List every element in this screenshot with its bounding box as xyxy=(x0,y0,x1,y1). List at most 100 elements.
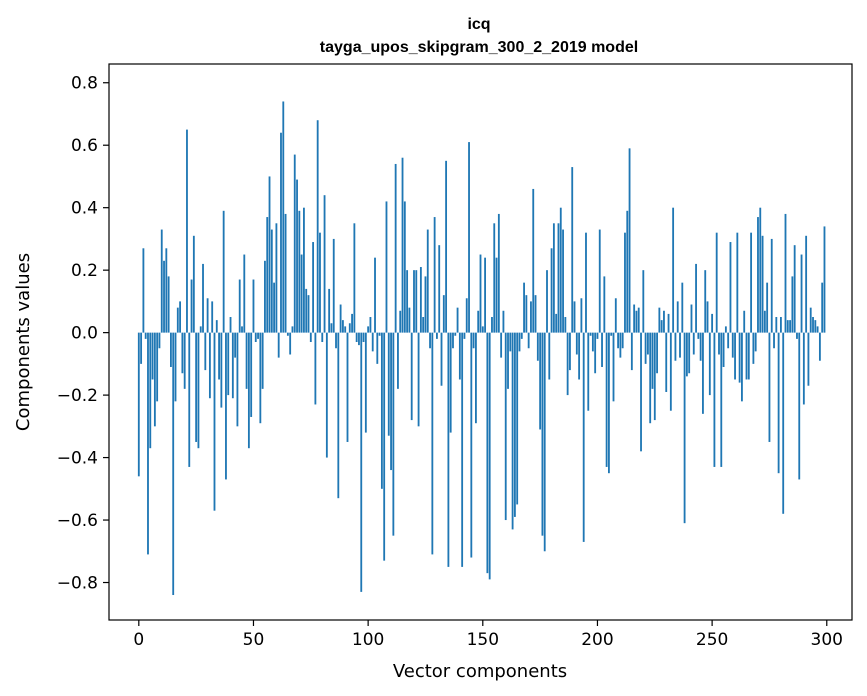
y-tick-label: 0.2 xyxy=(71,261,98,281)
bar-component-50 xyxy=(252,279,255,333)
bar-component-134 xyxy=(445,160,448,333)
bar-component-247 xyxy=(704,270,707,333)
bar-component-67 xyxy=(291,326,294,333)
bar-component-103 xyxy=(374,257,376,333)
bar-component-107 xyxy=(383,332,386,561)
bar-component-232 xyxy=(669,332,672,411)
bar-component-293 xyxy=(809,307,812,333)
bar-component-86 xyxy=(335,332,337,349)
bar-component-119 xyxy=(410,332,413,421)
bar-component-73 xyxy=(305,288,308,333)
bar-component-105 xyxy=(378,332,381,336)
bar-component-270 xyxy=(757,217,759,333)
bar-component-152 xyxy=(486,332,489,574)
x-tick-label: 0 xyxy=(133,630,144,650)
bar-component-130 xyxy=(436,332,438,339)
bar-component-205 xyxy=(608,332,610,474)
bar-component-183 xyxy=(557,223,560,333)
bar-component-5 xyxy=(149,332,152,449)
bar-component-228 xyxy=(660,320,663,333)
bar-component-91 xyxy=(346,332,349,442)
bar-component-282 xyxy=(784,213,787,333)
bar-component-23 xyxy=(190,279,193,333)
bar-component-154 xyxy=(491,317,493,333)
bar-component-0 xyxy=(137,332,140,477)
bar-component-6 xyxy=(151,332,154,380)
bar-component-164 xyxy=(513,332,516,517)
bar-component-201 xyxy=(598,229,601,333)
bar-component-165 xyxy=(516,332,519,505)
bar-component-176 xyxy=(541,332,544,536)
bar-component-13 xyxy=(167,276,170,333)
bar-component-272 xyxy=(761,235,764,333)
bar-component-261 xyxy=(736,232,739,333)
bar-component-101 xyxy=(369,317,372,333)
bar-component-1 xyxy=(140,332,143,364)
bar-component-110 xyxy=(390,332,392,471)
bar-component-85 xyxy=(332,238,335,333)
bar-component-145 xyxy=(470,332,473,558)
x-axis-label: Vector components xyxy=(393,661,567,682)
bar-component-264 xyxy=(743,310,746,333)
bar-component-108 xyxy=(385,201,388,333)
bar-component-281 xyxy=(782,332,785,514)
bar-component-182 xyxy=(555,313,558,333)
bar-component-230 xyxy=(665,332,668,392)
chart-subtitle: tayga_upos_skipgram_300_2_2019 model xyxy=(320,39,638,56)
bar-component-206 xyxy=(610,332,613,336)
bar-component-126 xyxy=(426,229,429,333)
bar-component-46 xyxy=(243,254,246,333)
bar-component-31 xyxy=(208,332,211,399)
bar-component-142 xyxy=(463,332,466,339)
chart-title: icq xyxy=(467,16,490,33)
bar-component-181 xyxy=(552,223,555,333)
bar-component-239 xyxy=(685,332,688,377)
bar-component-265 xyxy=(745,332,748,380)
bar-component-115 xyxy=(401,157,404,333)
bar-component-170 xyxy=(527,332,530,349)
bar-component-121 xyxy=(415,270,418,333)
bar-component-288 xyxy=(798,332,801,480)
bar-component-75 xyxy=(309,332,312,342)
bar-component-156 xyxy=(495,257,498,333)
bar-component-166 xyxy=(518,332,521,352)
bar-component-61 xyxy=(277,332,280,358)
bar-component-190 xyxy=(573,301,576,333)
bar-component-271 xyxy=(759,207,762,333)
bar-component-32 xyxy=(211,301,214,333)
bar-component-81 xyxy=(323,195,326,333)
bar-component-266 xyxy=(747,332,750,380)
bar-component-159 xyxy=(502,310,505,333)
bar-component-68 xyxy=(293,154,296,333)
x-tick-label: 200 xyxy=(581,630,613,650)
bar-component-291 xyxy=(805,235,808,333)
bar-component-160 xyxy=(504,332,507,521)
bar-component-175 xyxy=(539,332,542,430)
bar-component-3 xyxy=(144,332,147,339)
bar-component-76 xyxy=(312,242,315,333)
bar-component-38 xyxy=(225,332,227,480)
bar-component-257 xyxy=(727,332,730,349)
bar-component-161 xyxy=(507,332,509,389)
bar-component-45 xyxy=(241,326,243,333)
bar-component-89 xyxy=(341,320,344,333)
bar-component-290 xyxy=(802,332,805,405)
bar-component-138 xyxy=(454,332,457,336)
bar-component-140 xyxy=(458,332,461,380)
bar-component-137 xyxy=(452,332,454,349)
bar-component-235 xyxy=(676,301,679,333)
bar-component-298 xyxy=(821,282,824,333)
bar-component-28 xyxy=(202,263,204,333)
bar-component-192 xyxy=(578,332,581,380)
bar-component-212 xyxy=(624,232,626,333)
bar-component-200 xyxy=(596,332,599,339)
bar-component-93 xyxy=(351,313,353,333)
bar-component-296 xyxy=(816,326,819,333)
bar-component-186 xyxy=(564,317,567,333)
bar-component-207 xyxy=(612,332,615,402)
bar-component-226 xyxy=(656,332,658,374)
bar-component-95 xyxy=(355,332,358,342)
bar-component-27 xyxy=(199,326,202,333)
bar-component-278 xyxy=(775,317,778,333)
bar-component-256 xyxy=(724,326,727,333)
